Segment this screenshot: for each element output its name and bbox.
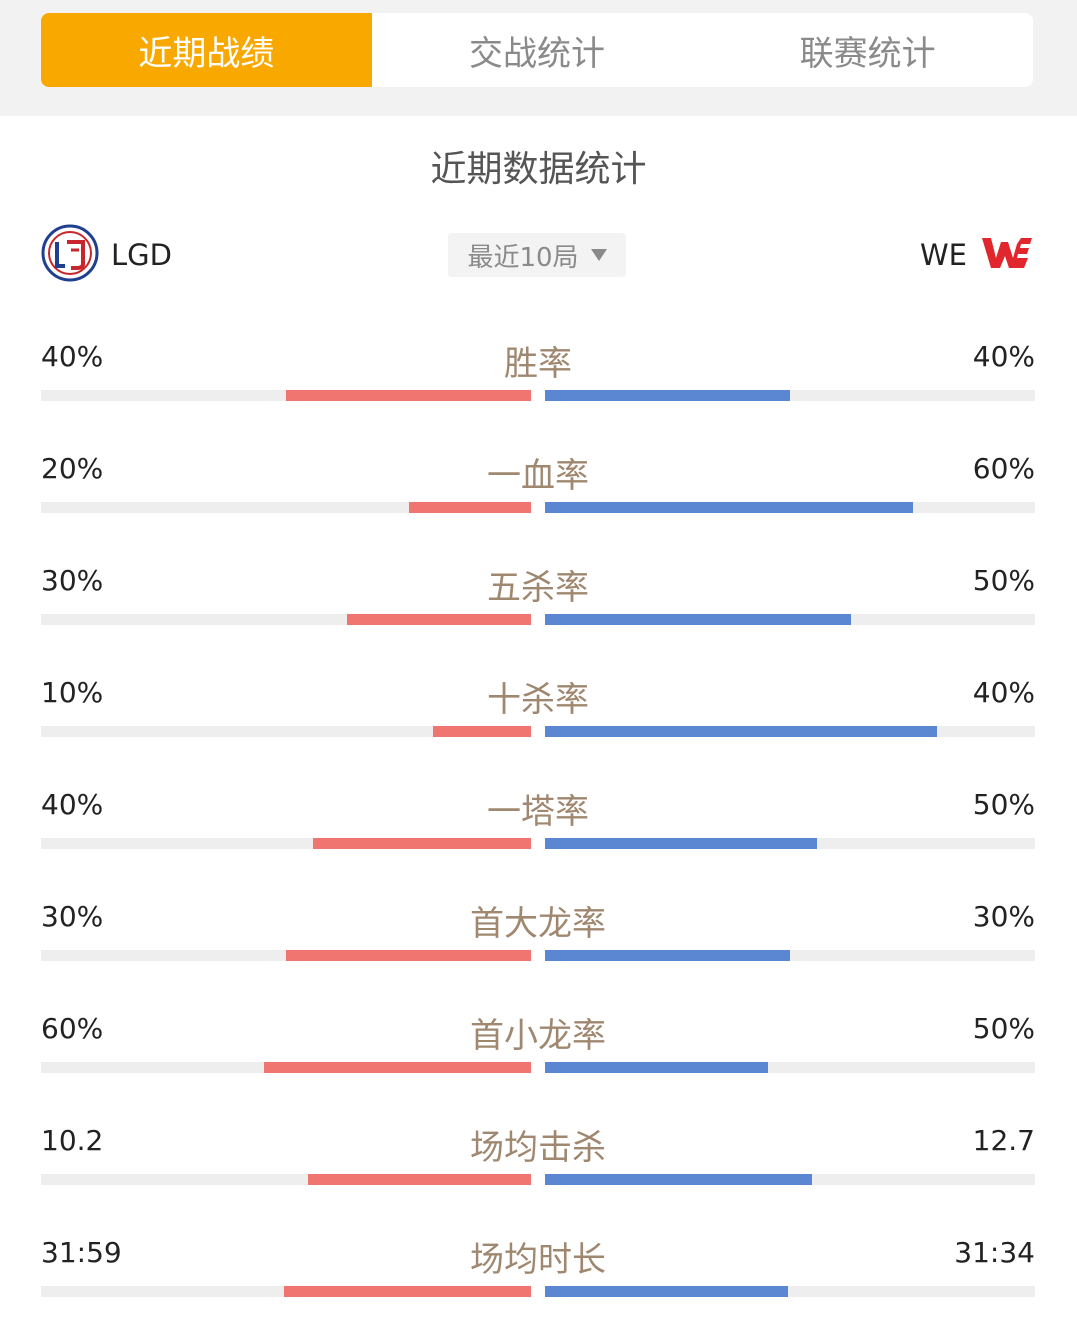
- stat-row: 31:59 场均时长 31:34: [41, 1218, 1035, 1330]
- stat-right-value: 50%: [972, 788, 1035, 821]
- we-logo-icon: [981, 236, 1033, 274]
- stat-right-bar: [545, 950, 790, 961]
- stat-row: 30% 五杀率 50%: [41, 546, 1035, 658]
- stat-left-track: [41, 390, 531, 401]
- stat-row: 20% 一血率 60%: [41, 434, 1035, 546]
- team-right-name: WE: [920, 238, 967, 272]
- stat-right-track: [545, 390, 1035, 401]
- stat-left-bar: [286, 390, 531, 401]
- stat-label: 场均击杀: [470, 1128, 606, 1168]
- stat-label: 五杀率: [487, 568, 589, 608]
- stat-right-bar: [545, 1174, 813, 1185]
- stat-right-value: 30%: [972, 900, 1035, 933]
- stat-right-track: [545, 1286, 1035, 1297]
- tab-head-to-head[interactable]: 交战统计: [469, 33, 605, 74]
- stat-right-value: 31:34: [954, 1236, 1035, 1269]
- tab-bar-area: 近期战绩 交战统计 联赛统计: [0, 0, 1077, 116]
- stat-left-bar: [308, 1174, 531, 1185]
- stat-label: 一塔率: [487, 792, 589, 832]
- stat-right-track: [545, 502, 1035, 513]
- stat-left-value: 40%: [41, 340, 104, 373]
- team-left-name: LGD: [111, 238, 172, 272]
- stat-label: 胜率: [504, 344, 572, 384]
- stat-left-value: 31:59: [41, 1236, 122, 1269]
- stat-left-bar: [408, 502, 531, 513]
- range-dropdown-label: 最近10局: [467, 242, 579, 273]
- lgd-logo-icon: [41, 224, 99, 286]
- stat-right-value: 40%: [972, 340, 1035, 373]
- stat-label: 首大龙率: [470, 904, 606, 944]
- stat-right-track: [545, 614, 1035, 625]
- stat-left-bar: [286, 950, 531, 961]
- stat-left-track: [41, 838, 531, 849]
- stat-right-value: 50%: [972, 564, 1035, 597]
- stat-row: 10% 十杀率 40%: [41, 658, 1035, 770]
- stat-left-bar: [263, 1062, 531, 1073]
- section-title: 近期数据统计: [430, 149, 647, 190]
- stat-label: 场均时长: [470, 1240, 606, 1280]
- stat-left-track: [41, 1174, 531, 1185]
- stat-left-track: [41, 502, 531, 513]
- stat-label: 十杀率: [487, 680, 589, 720]
- caret-down-icon: [590, 249, 607, 261]
- stat-left-value: 10%: [41, 676, 104, 709]
- stat-left-bar: [433, 726, 531, 737]
- stat-right-bar: [545, 1062, 768, 1073]
- stat-row: 40% 胜率 40%: [41, 322, 1035, 434]
- stat-label: 首小龙率: [470, 1016, 606, 1056]
- stat-left-track: [41, 950, 531, 961]
- team-right: WE: [920, 226, 1033, 284]
- stat-left-value: 30%: [41, 900, 104, 933]
- tab-league-stats[interactable]: 联赛统计: [799, 33, 936, 74]
- stat-left-value: 30%: [41, 564, 104, 597]
- stat-left-value: 40%: [41, 788, 104, 821]
- stat-left-track: [41, 1286, 531, 1297]
- stat-left-bar: [284, 1286, 531, 1297]
- stat-row: 10.2 场均击杀 12.7: [41, 1106, 1035, 1218]
- stat-right-bar: [545, 614, 852, 625]
- stat-left-bar: [313, 838, 531, 849]
- stat-left-track: [41, 614, 531, 625]
- stat-right-value: 12.7: [972, 1124, 1035, 1157]
- tab-recent-record[interactable]: 近期战绩: [41, 13, 372, 87]
- stat-right-track: [545, 726, 1035, 737]
- stat-left-track: [41, 726, 531, 737]
- stat-left-value: 20%: [41, 452, 104, 485]
- stat-right-bar: [545, 502, 913, 513]
- stat-left-value: 60%: [41, 1012, 104, 1045]
- stat-right-bar: [545, 390, 790, 401]
- stat-row: 60% 首小龙率 50%: [41, 994, 1035, 1106]
- stat-left-track: [41, 1062, 531, 1073]
- stat-right-track: [545, 1174, 1035, 1185]
- stat-right-bar: [545, 1286, 789, 1297]
- stat-right-value: 60%: [972, 452, 1035, 485]
- stat-left-value: 10.2: [41, 1124, 104, 1157]
- stat-right-track: [545, 950, 1035, 961]
- stat-right-track: [545, 1062, 1035, 1073]
- stat-right-bar: [545, 838, 818, 849]
- stat-right-value: 50%: [972, 1012, 1035, 1045]
- stat-right-bar: [545, 726, 937, 737]
- stat-left-bar: [347, 614, 531, 625]
- stat-label: 一血率: [487, 456, 589, 496]
- tab-bar: 近期战绩 交战统计 联赛统计: [41, 13, 1033, 87]
- stat-row: 30% 首大龙率 30%: [41, 882, 1035, 994]
- stat-row: 40% 一塔率 50%: [41, 770, 1035, 882]
- team-left: LGD: [41, 224, 172, 286]
- stat-right-track: [545, 838, 1035, 849]
- range-dropdown[interactable]: 最近10局: [448, 233, 626, 277]
- stat-right-value: 40%: [972, 676, 1035, 709]
